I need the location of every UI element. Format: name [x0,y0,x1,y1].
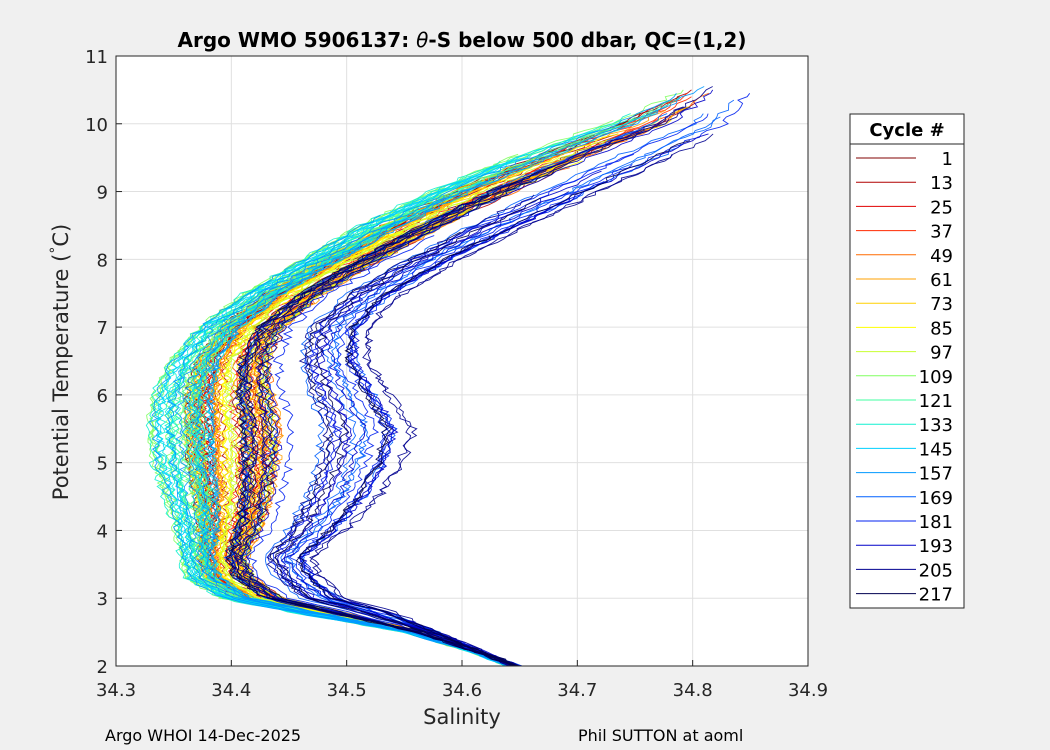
profile-line [237,126,654,667]
legend-label: 1 [942,149,953,170]
profile-line [230,167,550,667]
profile-line [309,154,673,667]
legend-label: 73 [930,294,953,315]
profile-line [239,170,555,667]
legend-label: 61 [930,270,953,291]
y-label-main: Potential Temperature ( [49,254,73,501]
profile-line [284,191,570,667]
profile-line [195,150,558,667]
profile-line [165,130,598,667]
legend-box [849,113,965,609]
profile-line [296,133,709,667]
y-tick-label: 5 [97,454,108,475]
y-axis-label: Potential Temperature (°C) [48,224,73,500]
legend-label: 193 [919,536,953,557]
title-theta-symbol: θ [416,28,428,52]
profile-line [280,231,517,667]
y-tick-label: 10 [85,115,108,136]
x-tick-label: 34.8 [673,680,713,701]
x-tick-label: 34.4 [211,680,251,701]
legend-label: 157 [919,464,953,485]
y-tick-label: 11 [85,47,108,68]
y-tick-label: 3 [97,589,108,610]
profile-line [265,113,704,667]
legend-label: 181 [919,512,953,533]
legend-label: 25 [930,197,953,218]
y-tick-label: 7 [97,318,108,339]
x-tick-label: 34.9 [788,680,828,701]
profile-line [223,113,668,667]
y-tick-label: 6 [97,386,108,407]
legend-label: 49 [930,246,953,267]
legend-label: 121 [919,391,953,412]
profile-line [196,109,658,667]
profile-line [234,106,691,667]
legend-entries: 1 13 25 37 49 61 73 85 97 109 121 133 145 157 169 181 19… [856,149,953,606]
title-prefix: Argo WMO 5906137: [178,28,417,52]
profile-line [273,221,514,667]
legend-label: 37 [930,222,953,243]
profile-line [246,89,714,667]
y-tick-label: 2 [97,657,108,678]
title-suffix: -S below 500 dbar, QC=(1,2) [428,28,746,52]
profile-line [165,238,508,667]
profile-line [206,86,705,667]
profile-line [205,208,512,667]
legend-label: 133 [919,415,953,436]
profile-line [181,194,512,667]
footer-right: Phil SUTTON at aoml [578,726,744,745]
profile-line [163,160,513,667]
y-label-unit: C) [49,224,73,247]
profile-line [217,133,619,667]
chart-title: Argo WMO 5906137: θ-S below 500 dbar, QC… [178,28,747,52]
profile-line [295,140,691,667]
x-tick-label: 34.3 [96,680,136,701]
legend-label: 97 [930,343,953,364]
x-tick-labels: 34.3 34.4 34.5 34.6 34.7 34.8 34.9 [96,680,828,701]
legend-label: 13 [930,173,953,194]
x-tick-label: 34.7 [557,680,597,701]
footer-left: Argo WHOI 14-Dec-2025 [105,726,302,745]
profile-line [154,164,506,667]
legend-label: 217 [919,585,953,606]
x-tick-label: 34.5 [327,680,367,701]
y-label-degree: ° [48,247,64,254]
profile-line [246,235,512,667]
y-tick-label: 4 [97,521,108,542]
y-tick-label: 9 [97,183,108,204]
profile-line [218,140,607,667]
profile-line [220,194,517,667]
x-axis-label: Salinity [423,705,501,729]
legend-label: 85 [930,318,953,339]
profile-line [269,231,519,667]
profile-line [216,224,512,667]
y-tick-label: 8 [97,250,108,271]
legend-title: Cycle # [869,120,944,141]
y-tick-labels: 2 3 4 5 6 7 8 9 10 11 [85,47,108,678]
legend: Cycle # 1 13 25 37 49 61 73 85 97 109 121 133 145 157… [849,113,965,609]
profile-line [275,197,541,667]
x-tick-label: 34.6 [442,680,482,701]
profile-line [285,116,721,667]
legend-label: 109 [919,367,953,388]
profile-line [148,214,513,667]
profile-line [225,231,513,667]
axes-box [115,55,809,667]
legend-label: 145 [919,439,953,460]
profile-line [187,221,511,667]
legend-label: 169 [919,488,953,509]
profile-line [267,113,709,667]
legend-label: 205 [919,560,953,581]
profile-lines [145,86,751,667]
